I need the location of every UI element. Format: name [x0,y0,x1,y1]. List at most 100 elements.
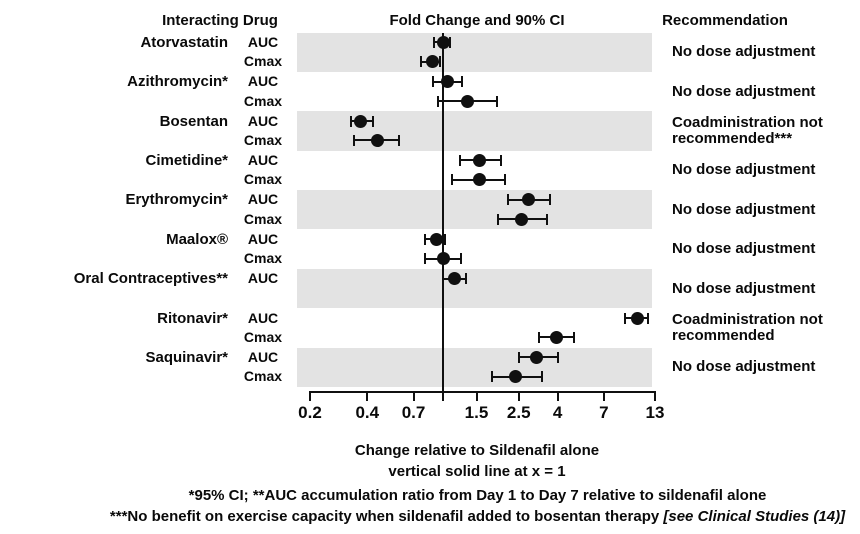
point-marker [436,252,450,266]
x-tick-label: 0.2 [298,403,322,422]
recommendation-text: No dose adjustment [672,280,854,297]
drug-name-label: Erythromycin* [125,191,228,209]
recommendation-line: No dose adjustment [672,358,816,376]
x-tick [517,391,520,401]
shaded-band [297,347,652,388]
point-marker [429,232,443,246]
ci-cap-left [538,331,541,343]
x-tick [366,391,369,401]
metric-label: AUC [247,191,279,208]
point-marker [530,350,543,364]
point-marker [436,35,450,49]
x-tick [308,391,311,401]
footnote-2-text: ***No benefit on exercise capacity when … [109,508,664,525]
ci-cap-right [464,273,467,285]
ci-cap-left [420,56,423,68]
metric-label: Cmax [243,53,283,70]
ci-cap-left [433,36,436,48]
shaded-band [297,268,652,309]
metric-label: AUC [247,73,279,90]
point-marker [370,133,384,147]
ci-cap-left [507,194,510,206]
x-tick-label: 0.7 [401,403,426,422]
ci-cap-left [442,273,444,285]
ci-cap-left [436,95,439,107]
recommendation-text: No dose adjustment [672,201,854,218]
ci-cap-left [517,351,520,363]
metric-label: Cmax [243,368,283,385]
recommendation-text: No dose adjustment [672,82,854,100]
recommendation-text: No dose adjustment [672,44,854,60]
ci-cap-left [350,115,353,127]
metric-label: Cmax [243,131,283,148]
drug-name-label: Atorvastatin [140,33,228,51]
ci-cap-right [573,331,576,343]
ci-cap-left [423,233,426,245]
metric-label: AUC [247,112,279,129]
recommendation-line: Coadministration not [672,311,823,328]
metric-label: Cmax [243,92,283,109]
metric-label: Cmax [243,171,283,188]
recommendation-line: No dose adjustment [672,240,816,258]
point-marker [425,55,439,69]
metric-label: AUC [247,230,279,247]
metric-label: Cmax [243,328,283,345]
recommendation-text: No dose adjustment [672,162,854,178]
ci-cap-right [461,76,464,88]
ci-cap-left [497,213,500,225]
ci-cap-left [623,312,626,324]
recommendation-line: No dose adjustment [672,82,816,100]
x-tick [602,391,605,401]
ci-cap-left [423,253,426,265]
ci-cap-right [495,95,498,107]
footnote-2-italic: [see Clinical Studies (14)] [663,508,846,525]
column-header-fold-change: Fold Change and 90% CI [389,12,565,29]
metric-label: AUC [247,270,279,287]
ci-cap-right [556,351,559,363]
shaded-band [297,190,652,230]
footnote-1: *95% CI; **AUC accumulation ratio from D… [188,487,767,504]
ci-cap-right [647,312,650,324]
x-tick [412,391,415,401]
reference-line [442,32,444,392]
ci-cap-right [540,371,543,383]
ci-cap-left [432,76,435,88]
ci-cap-right [500,154,503,166]
x-tick-label: 2.5 [506,403,531,422]
point-marker [440,75,454,89]
point-marker [473,153,487,167]
ci-cap-right [545,213,548,225]
x-axis-title: Change relative to Sildenafil alone [354,442,600,459]
recommendation-line: No dose adjustment [672,43,816,61]
metric-label: AUC [247,33,279,50]
drug-name-label: Cimetidine* [145,151,228,169]
column-header-recommendation: Recommendation [662,12,788,29]
footnote-2: ***No benefit on exercise capacity when … [95,509,860,525]
reference-line-note: vertical solid line at x = 1 [388,463,566,480]
recommendation-text: Coadministration not recommended*** [672,115,854,147]
drug-name-label: Oral Contraceptives** [73,270,228,288]
recommendation-line: No dose adjustment [672,161,816,179]
point-marker [630,311,644,325]
shaded-band [297,32,652,72]
point-marker [508,370,522,384]
x-tick-label: 7 [599,403,609,422]
recommendation-text: No dose adjustment [672,241,854,257]
drug-name-label: Bosentan [159,112,228,130]
drug-name-label: Azithromycin* [127,73,228,91]
ci-cap-left [459,154,462,166]
x-tick-label: 0.4 [355,403,380,422]
x-axis-line [309,391,655,393]
recommendation-line: recommended [672,327,775,344]
ci-cap-right [439,56,442,68]
x-tick-label: 1.5 [464,403,489,422]
recommendation-text: No dose adjustment [672,359,854,375]
ci-cap-right [372,115,375,127]
metric-label: Cmax [243,250,283,267]
point-marker [354,114,368,128]
ci-cap-left [451,174,454,186]
metric-label: Cmax [243,210,283,227]
drug-name-label: Saquinavir* [145,348,228,366]
x-tick-label: 13 [645,403,665,422]
